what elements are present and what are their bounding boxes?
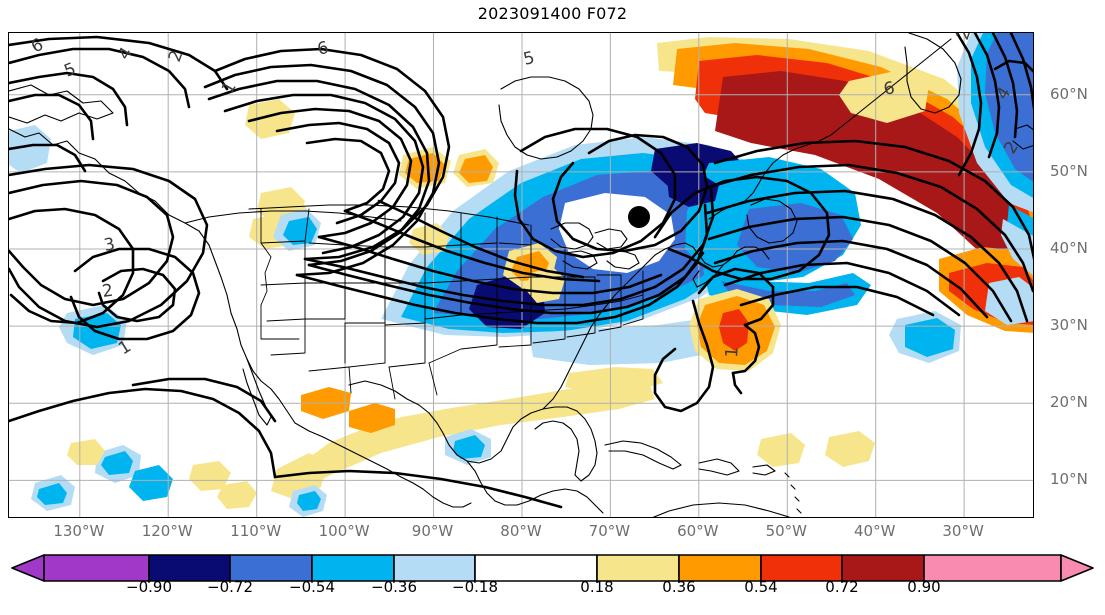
contour-lines bbox=[9, 33, 1033, 509]
lon-label-9: 40°W bbox=[853, 522, 896, 540]
cb-seg-6 bbox=[596, 554, 680, 582]
cb-extend-high bbox=[1060, 554, 1094, 582]
storm-center-marker[interactable] bbox=[628, 206, 650, 228]
map-gridlines bbox=[9, 33, 1033, 517]
lon-label-10: 30°W bbox=[942, 522, 984, 540]
contour-label-6b: 6 bbox=[315, 38, 330, 60]
cb-tick-label-9: 0.90 bbox=[907, 578, 941, 596]
contour-label-6c: 6 bbox=[882, 78, 897, 100]
lon-label-4: 90°W bbox=[411, 522, 454, 540]
cb-seg-1 bbox=[148, 554, 231, 582]
cb-seg-2 bbox=[229, 554, 313, 582]
cb-tick-label-4: −0.18 bbox=[452, 578, 498, 596]
lon-label-1: 120°W bbox=[141, 522, 193, 540]
cb-tick-label-1: −0.72 bbox=[207, 578, 253, 596]
cb-seg-0 bbox=[43, 554, 150, 582]
lon-label-2: 110°W bbox=[230, 522, 282, 540]
lon-label-6: 70°W bbox=[588, 522, 631, 540]
lon-label-3: 100°W bbox=[318, 522, 370, 540]
cb-tick-label-3: −0.36 bbox=[371, 578, 417, 596]
map-canvas: 6 5 4 2 1 3 2 1 6 5 6 4 2 1 2 bbox=[9, 33, 1033, 517]
lat-label-5: 10°N bbox=[1050, 470, 1088, 489]
lon-label-5: 80°W bbox=[500, 522, 542, 540]
cb-tick-label-5: 0.18 bbox=[580, 578, 614, 596]
cb-seg-8 bbox=[760, 554, 843, 582]
map-panel[interactable]: 6 5 4 2 1 3 2 1 6 5 6 4 2 1 2 bbox=[8, 32, 1088, 540]
lat-label-1: 50°N bbox=[1050, 161, 1088, 180]
cb-tick-label-6: 0.36 bbox=[662, 578, 696, 596]
cb-seg-5 bbox=[474, 554, 598, 582]
contour-label-4: 4 bbox=[114, 44, 137, 64]
lon-label-7: 60°W bbox=[677, 522, 719, 540]
lat-label-3: 30°N bbox=[1050, 316, 1088, 335]
lon-label-0: 130°W bbox=[53, 522, 105, 540]
cb-tick-label-2: −0.54 bbox=[289, 578, 335, 596]
contour-label-5b: 5 bbox=[521, 48, 536, 70]
cb-seg-3 bbox=[311, 554, 395, 582]
lon-label-8: 50°W bbox=[765, 522, 808, 540]
lat-label-0: 60°N bbox=[1050, 84, 1088, 103]
map-frame: 6 5 4 2 1 3 2 1 6 5 6 4 2 1 2 bbox=[8, 32, 1034, 518]
lat-label-2: 40°N bbox=[1050, 239, 1088, 257]
contour-label-5: 5 bbox=[61, 59, 79, 82]
cb-tick-label-8: 0.72 bbox=[825, 578, 859, 596]
cb-extend-low bbox=[11, 554, 45, 582]
colorbar-canvas bbox=[11, 554, 1094, 583]
colorbar[interactable] bbox=[8, 553, 1097, 583]
cb-tick-label-0: −0.90 bbox=[126, 578, 172, 596]
page-title: 2023091400 F072 bbox=[477, 4, 628, 23]
contour-label-1c: 1 bbox=[722, 346, 743, 358]
cb-tick-label-7: 0.54 bbox=[744, 578, 778, 596]
cb-seg-10 bbox=[923, 554, 1062, 582]
contour-label-3: 3 bbox=[102, 234, 116, 256]
contour-label-2d: 2 bbox=[953, 33, 975, 43]
lat-label-4: 20°N bbox=[1050, 393, 1088, 412]
contour-label-2b: 2 bbox=[101, 281, 115, 302]
